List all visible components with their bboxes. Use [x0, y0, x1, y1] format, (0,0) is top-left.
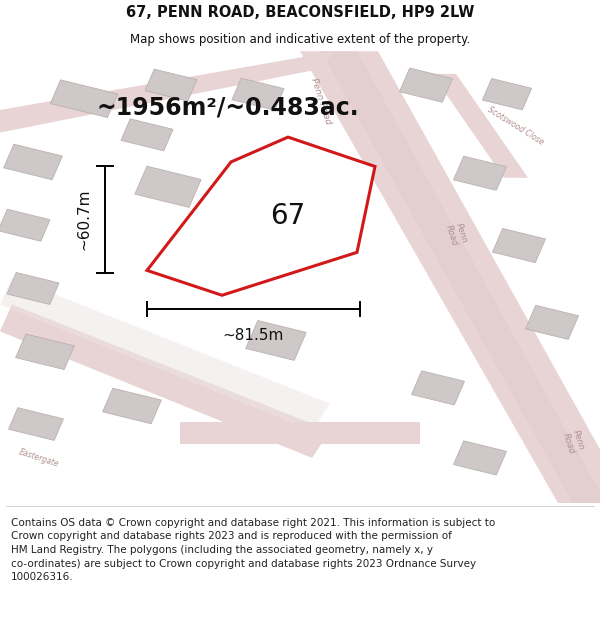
Polygon shape [432, 74, 528, 178]
Text: ~81.5m: ~81.5m [223, 328, 284, 342]
Polygon shape [50, 80, 118, 118]
Text: Contains OS data © Crown copyright and database right 2021. This information is : Contains OS data © Crown copyright and d… [11, 518, 495, 582]
Polygon shape [121, 119, 173, 151]
Polygon shape [400, 68, 452, 102]
Polygon shape [246, 321, 306, 361]
Text: Penn Road: Penn Road [309, 77, 333, 125]
Polygon shape [7, 272, 59, 304]
Text: ~60.7m: ~60.7m [77, 189, 92, 251]
Polygon shape [16, 334, 74, 369]
Polygon shape [232, 78, 284, 110]
Polygon shape [0, 209, 50, 241]
Polygon shape [0, 304, 330, 458]
Polygon shape [145, 69, 197, 101]
Polygon shape [8, 408, 64, 441]
Polygon shape [0, 51, 336, 132]
Polygon shape [454, 156, 506, 190]
Text: Eastergate: Eastergate [18, 448, 60, 469]
Polygon shape [526, 306, 578, 339]
Text: Map shows position and indicative extent of the property.: Map shows position and indicative extent… [130, 34, 470, 46]
Text: ~1956m²/~0.483ac.: ~1956m²/~0.483ac. [97, 96, 359, 120]
Polygon shape [412, 371, 464, 405]
Polygon shape [103, 388, 161, 424]
Polygon shape [482, 79, 532, 110]
Polygon shape [0, 277, 330, 431]
Text: Scotswood Close: Scotswood Close [487, 105, 545, 147]
Polygon shape [4, 144, 62, 180]
Text: 67: 67 [271, 202, 305, 230]
Polygon shape [493, 229, 545, 262]
Polygon shape [454, 441, 506, 475]
Text: 67, PENN ROAD, BEACONSFIELD, HP9 2LW: 67, PENN ROAD, BEACONSFIELD, HP9 2LW [126, 5, 474, 20]
Polygon shape [321, 51, 600, 503]
Polygon shape [300, 51, 600, 503]
Text: Penn
Road: Penn Road [443, 221, 469, 248]
Text: Penn
Road: Penn Road [560, 429, 586, 456]
Polygon shape [135, 166, 201, 208]
Polygon shape [147, 137, 375, 295]
Polygon shape [180, 422, 420, 444]
